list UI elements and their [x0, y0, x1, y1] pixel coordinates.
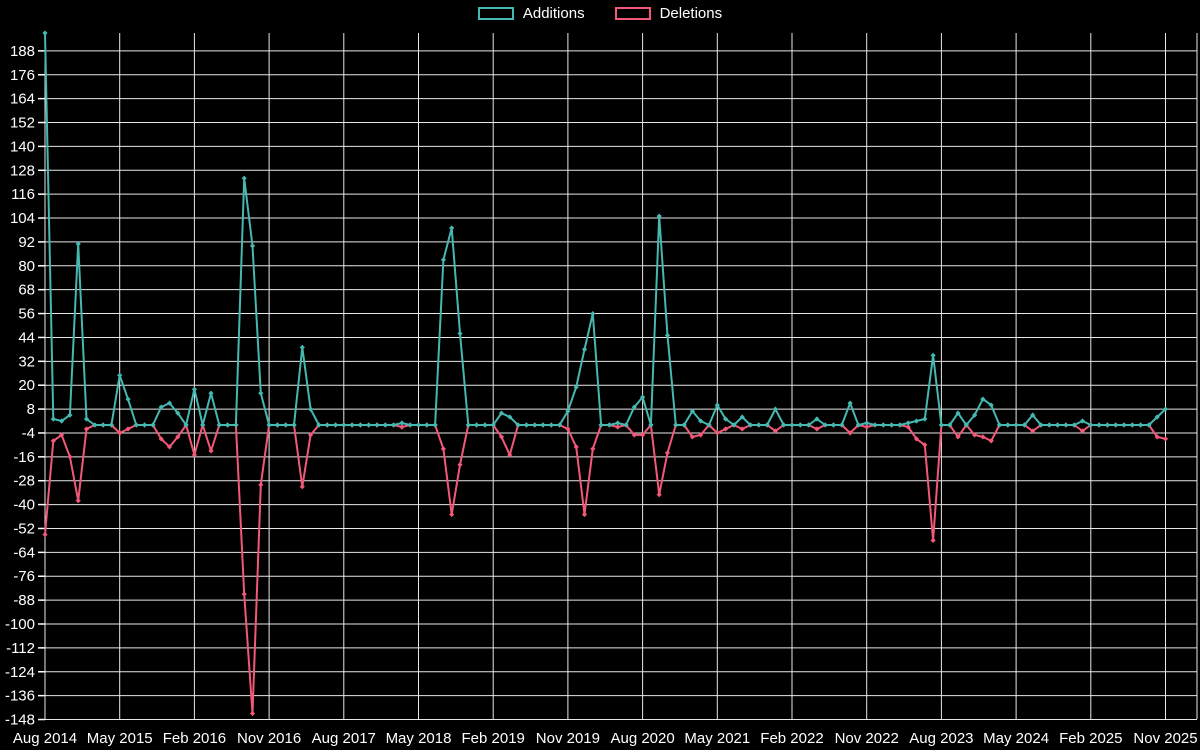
y-tick-label: -124	[5, 664, 35, 681]
y-tick-label: -64	[13, 544, 35, 561]
deletions-swatch-icon	[614, 7, 651, 20]
x-tick-label: Feb 2016	[163, 730, 226, 747]
x-tick-label: May 2021	[684, 730, 750, 747]
y-tick-label: 128	[10, 162, 35, 179]
y-tick-label: 188	[10, 43, 35, 60]
y-tick-label: 176	[10, 67, 35, 84]
x-tick-label: Nov 2019	[536, 730, 600, 747]
x-tick-label: Nov 2022	[835, 730, 899, 747]
additions-swatch-icon	[477, 7, 514, 20]
y-tick-label: 32	[18, 353, 35, 370]
y-tick-label: 8	[27, 401, 35, 418]
x-tick-label: Aug 2020	[610, 730, 674, 747]
x-tick-label: Aug 2017	[312, 730, 376, 747]
deletions-line	[44, 424, 1166, 715]
legend-item-additions[interactable]: Additions	[477, 5, 585, 22]
additions-line	[44, 32, 1167, 426]
y-tick-label: -4	[22, 425, 35, 442]
y-tick-label: 80	[18, 258, 35, 275]
y-tick-label: 56	[18, 306, 35, 323]
y-tick-label: 152	[10, 115, 35, 132]
x-tick-label: Aug 2023	[909, 730, 973, 747]
y-tick-label: -16	[13, 449, 35, 466]
y-tick-label: -112	[6, 640, 35, 657]
y-tick-label: 44	[18, 329, 35, 346]
y-tick-label: -100	[5, 616, 35, 633]
y-tick-label: 68	[18, 282, 35, 299]
y-tick-label: -28	[13, 473, 35, 490]
y-tick-label: 116	[11, 186, 35, 203]
legend-label-additions: Additions	[522, 5, 585, 22]
legend-label-deletions: Deletions	[659, 5, 723, 22]
chart-legend: Additions Deletions	[0, 6, 1200, 21]
y-tick-label: 104	[10, 210, 35, 227]
x-tick-label: Nov 2016	[237, 730, 301, 747]
x-tick-label: Aug 2014	[13, 730, 77, 747]
y-tick-label: -88	[13, 592, 35, 609]
y-tick-label: 164	[10, 91, 35, 108]
y-tick-label: -148	[5, 712, 35, 729]
y-tick-label: -136	[5, 688, 35, 705]
additions-markers	[42, 30, 1169, 428]
x-tick-label: May 2024	[983, 730, 1049, 747]
x-tick-label: May 2015	[87, 730, 153, 747]
x-tick-label: Feb 2025	[1059, 730, 1122, 747]
y-tick-label: 140	[10, 138, 35, 155]
y-tick-label: -40	[13, 497, 35, 514]
y-tick-label: -76	[13, 568, 35, 585]
y-tick-label: 20	[18, 377, 35, 394]
x-tick-label: Nov 2025	[1133, 730, 1197, 747]
y-tick-label: -52	[13, 520, 35, 537]
x-tick-label: May 2018	[386, 730, 452, 747]
y-tick-label: 92	[18, 234, 35, 251]
x-tick-label: Feb 2022	[760, 730, 823, 747]
legend-item-deletions[interactable]: Deletions	[614, 5, 723, 22]
x-tick-label: Feb 2019	[462, 730, 525, 747]
